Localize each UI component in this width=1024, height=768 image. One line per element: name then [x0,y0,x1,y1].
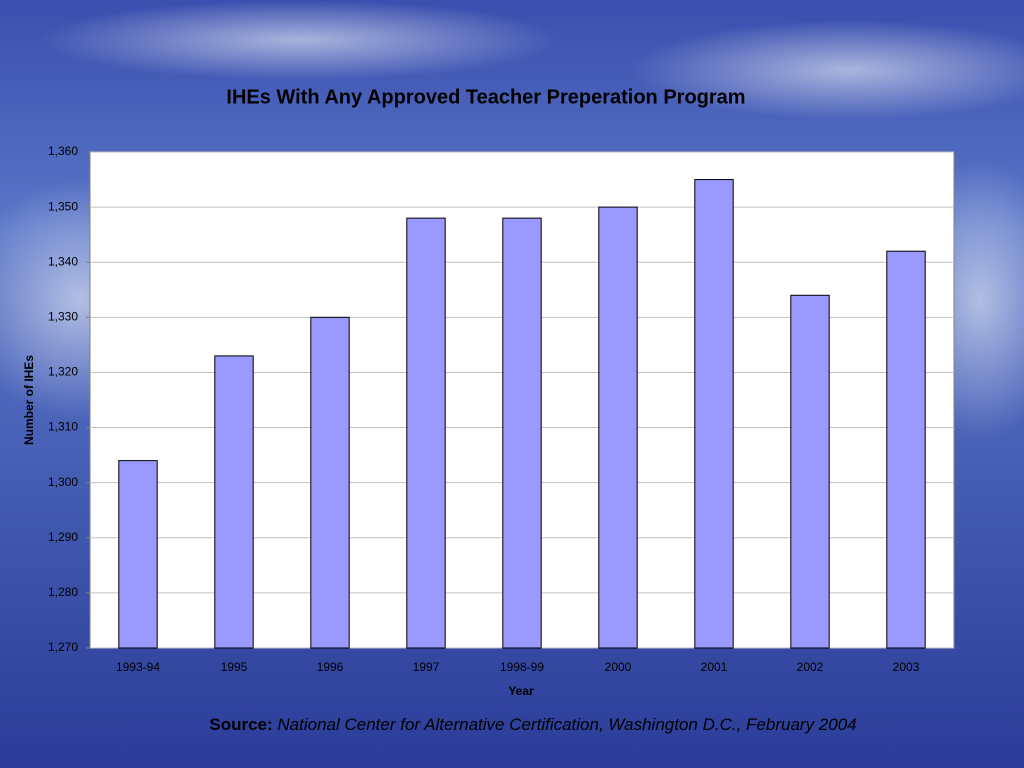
x-tick-label: 2001 [701,660,728,674]
bar [790,294,830,649]
y-axis-label: Number of IHEs [22,355,36,445]
cloud [630,20,1024,120]
bar [118,460,158,649]
y-tick-label: 1,360 [48,144,78,158]
x-tick-label: 1995 [221,660,248,674]
x-tick-label: 1997 [413,660,440,674]
source-label: Source: [209,715,272,734]
chart-title: IHEs With Any Approved Teacher Preperati… [226,86,745,108]
bar [886,250,926,649]
y-tick-label: 1,300 [48,475,78,489]
x-tick-label: 1993-94 [116,660,160,674]
y-tick-label: 1,320 [48,365,78,379]
bar [406,217,446,649]
cloud [40,0,560,80]
source-note: Source: National Center for Alternative … [209,715,856,734]
x-tick-label: 2003 [893,660,920,674]
y-tick-label: 1,280 [48,585,78,599]
y-tick-label: 1,270 [48,640,78,654]
y-tick-label: 1,340 [48,254,78,268]
source-text: National Center for Alternative Certific… [277,715,856,734]
bar [502,217,542,649]
bar [694,179,734,649]
y-tick-label: 1,310 [48,420,78,434]
marks: 1,270 1,280 1,290 1,300 1,310 1,320 1,330 1,340… [48,144,954,674]
y-tick-label: 1,350 [48,199,78,213]
x-tick-label: 1996 [317,660,344,674]
bar [310,316,350,649]
y-tick-label: 1,290 [48,530,78,544]
x-axis-label: Year [508,684,534,698]
x-tick-label: 1998-99 [500,660,544,674]
bar [214,355,254,649]
x-tick-label: 2002 [797,660,824,674]
x-tick-label: 2000 [605,660,632,674]
y-tick-label: 1,330 [48,310,78,324]
bar [598,206,638,649]
